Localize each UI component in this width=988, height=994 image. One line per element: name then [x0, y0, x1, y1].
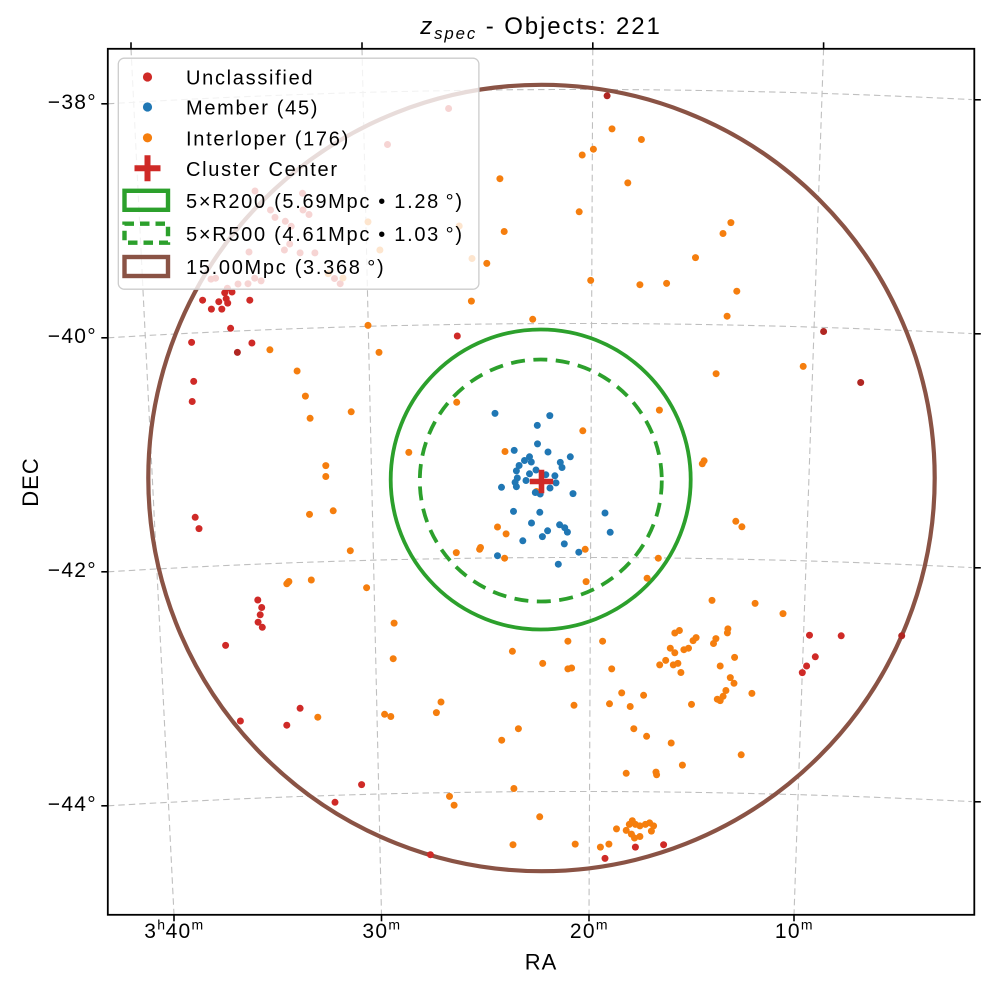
svg-text:15.00Mpc (3.368 °): 15.00Mpc (3.368 °) — [186, 257, 385, 279]
svg-text:−42°: −42° — [48, 559, 97, 582]
svg-text:5×R500 (4.61Mpc • 1.03 °): 5×R500 (4.61Mpc • 1.03 °) — [186, 224, 464, 246]
svg-text:20m: 20m — [570, 917, 608, 944]
svg-text:−44°: −44° — [48, 793, 97, 816]
svg-text:Unclassified: Unclassified — [186, 68, 314, 90]
svg-text:−40°: −40° — [48, 325, 97, 348]
svg-text:5×R200 (5.69Mpc • 1.28 °): 5×R200 (5.69Mpc • 1.28 °) — [186, 191, 464, 213]
svg-text:DEC: DEC — [18, 457, 43, 506]
svg-text:Interloper (176): Interloper (176) — [186, 128, 350, 150]
svg-text:Cluster Center: Cluster Center — [186, 159, 339, 181]
svg-text:zspec - Objects: 221: zspec - Objects: 221 — [419, 13, 662, 43]
svg-text:RA: RA — [525, 950, 558, 975]
svg-text:−38°: −38° — [48, 91, 97, 114]
svg-text:Member (45): Member (45) — [186, 98, 319, 120]
